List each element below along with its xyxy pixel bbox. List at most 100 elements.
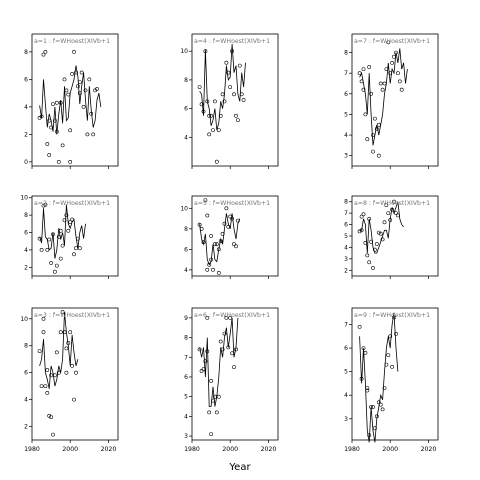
data-point xyxy=(49,125,54,130)
panel-frame xyxy=(351,33,439,167)
data-point xyxy=(226,70,231,75)
y-tick-label: 6 xyxy=(344,345,348,352)
data-point xyxy=(209,432,214,437)
y-tick-label: 6 xyxy=(24,230,28,237)
fit-line xyxy=(359,312,399,443)
data-point xyxy=(365,253,370,258)
data-point xyxy=(365,388,370,393)
data-point xyxy=(209,378,214,383)
panel-label: a=6 : f=WHoest(XIVb+1 xyxy=(194,312,270,319)
data-point xyxy=(41,330,46,335)
data-point xyxy=(39,247,44,252)
data-point xyxy=(72,252,76,257)
fit-line xyxy=(199,317,239,407)
data-point xyxy=(47,237,52,242)
data-point xyxy=(64,213,69,218)
data-point xyxy=(49,415,54,420)
y-tick-label: 4 xyxy=(344,392,348,399)
data-point xyxy=(211,267,215,272)
fit-line xyxy=(359,48,408,146)
data-point xyxy=(53,373,57,378)
x-tick-label: 1980 xyxy=(344,446,360,453)
panel-label: a=2 : f=WHoest(XIVb+1 xyxy=(34,200,110,207)
data-point xyxy=(369,405,374,409)
data-point xyxy=(226,345,231,350)
data-point xyxy=(214,242,219,247)
data-point xyxy=(68,220,73,225)
data-point xyxy=(378,231,383,236)
data-point xyxy=(388,218,393,222)
data-point xyxy=(207,262,212,267)
data-point xyxy=(224,60,229,65)
panel-frame xyxy=(191,195,279,277)
data-point xyxy=(56,159,61,164)
data-point xyxy=(201,109,206,114)
data-point xyxy=(395,71,400,76)
data-point xyxy=(386,211,391,216)
data-point xyxy=(232,92,236,97)
data-point xyxy=(211,128,215,133)
data-point xyxy=(72,50,76,54)
data-point xyxy=(374,126,379,131)
x-tick-label: 2000 xyxy=(222,446,238,453)
y-tick-label: 2 xyxy=(24,264,28,271)
data-point xyxy=(363,112,368,117)
fit-line xyxy=(199,43,246,131)
data-point xyxy=(394,50,398,55)
data-point xyxy=(376,400,381,405)
data-point xyxy=(394,211,398,216)
data-point xyxy=(212,242,217,247)
data-point xyxy=(384,203,389,208)
data-point xyxy=(228,214,233,219)
data-point xyxy=(376,122,381,127)
data-point xyxy=(234,244,238,249)
y-tick-label: 5 xyxy=(344,233,348,240)
data-point xyxy=(390,364,395,369)
y-tick-label: 10 xyxy=(180,48,188,55)
data-point xyxy=(357,324,362,329)
data-point xyxy=(390,61,395,65)
data-point xyxy=(392,54,396,59)
y-tick-label: 10 xyxy=(20,316,28,323)
data-point xyxy=(363,240,368,245)
data-point xyxy=(64,370,69,375)
data-point xyxy=(209,234,214,238)
data-point xyxy=(228,315,233,320)
data-point xyxy=(45,390,50,395)
panel-2: a=4 : f=WHoest(XIVb+1 4 6 8 10 xyxy=(180,33,279,169)
x-tick-label: 2000 xyxy=(382,446,398,453)
data-point xyxy=(388,71,393,76)
data-point xyxy=(60,243,65,248)
y-tick-label: 0 xyxy=(24,159,28,166)
y-tick-label: 6 xyxy=(344,91,348,98)
y-tick-label: 4 xyxy=(24,247,28,254)
data-point xyxy=(218,113,223,118)
panel-frame xyxy=(191,33,279,167)
data-point xyxy=(53,269,57,274)
data-point xyxy=(51,432,55,437)
y-tick-label: 7 xyxy=(344,210,348,217)
data-point xyxy=(357,229,362,234)
data-point xyxy=(37,236,42,241)
y-tick-label: 6 xyxy=(184,374,188,381)
data-point xyxy=(235,118,240,123)
data-point xyxy=(392,315,396,320)
data-point xyxy=(216,247,221,252)
data-point xyxy=(367,65,372,69)
data-point xyxy=(203,359,208,364)
y-tick-label: 4 xyxy=(184,134,188,141)
y-tick-label: 2 xyxy=(24,424,28,431)
data-point xyxy=(70,217,75,222)
data-point xyxy=(54,129,59,134)
fit-line xyxy=(39,65,102,135)
data-point xyxy=(369,91,374,96)
data-point xyxy=(367,216,372,221)
y-tick-label: 5 xyxy=(184,394,188,401)
y-tick-label: 8 xyxy=(24,212,28,219)
data-point xyxy=(39,114,44,119)
fit-line xyxy=(359,201,404,254)
data-point xyxy=(95,87,99,91)
y-tick-label: 7 xyxy=(344,70,348,77)
y-tick-label: 8 xyxy=(184,77,188,84)
